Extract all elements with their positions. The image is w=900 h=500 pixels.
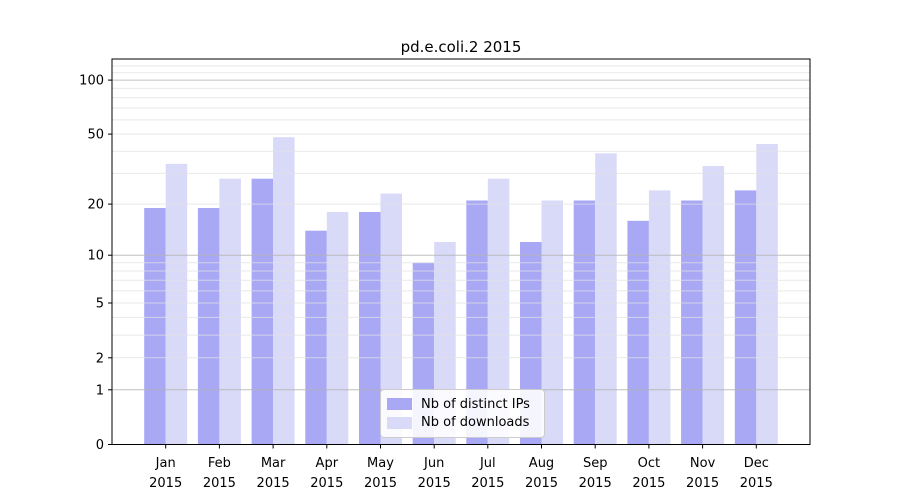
x-tick-label-year: 2015 <box>310 476 343 491</box>
chart-title: pd.e.coli.2 2015 <box>401 38 522 56</box>
x-tick-label-month: Jun <box>423 456 444 471</box>
legend-label-distinct-ips: Nb of distinct IPs <box>421 396 530 412</box>
bar-downloads-apr <box>326 212 349 445</box>
bar-downloads-dec <box>756 144 778 445</box>
x-tick-label-year: 2015 <box>471 476 504 491</box>
x-tick-label-month: Nov <box>690 456 716 471</box>
y-tick-label: 20 <box>87 198 104 213</box>
x-tick-label-year: 2015 <box>203 476 236 491</box>
x-tick-label-month: Apr <box>316 456 339 471</box>
bar-downloads-feb <box>219 178 241 445</box>
x-tick-label-year: 2015 <box>418 476 451 491</box>
bar-downloads-jul <box>487 178 510 445</box>
bar-downloads-nov <box>702 166 725 445</box>
x-tick-label-year: 2015 <box>149 476 182 491</box>
x-tick-label-month: Mar <box>261 456 286 471</box>
bar-downloads-may <box>380 193 402 445</box>
legend-swatch-downloads <box>387 416 412 429</box>
legend: Nb of distinct IPs Nb of downloads <box>380 389 545 438</box>
bar-ips-may <box>359 212 381 445</box>
axes-layer: 0 1 2 5 10 20 50 100 Jan 2015 Feb 2015 Mar 2015 Apr 201… <box>79 58 811 491</box>
y-tick-label: 100 <box>79 74 104 89</box>
x-tick-label-year: 2015 <box>525 476 558 491</box>
x-tick-label-year: 2015 <box>740 476 773 491</box>
bar-ips-oct <box>627 220 649 445</box>
y-tick-label: 1 <box>96 383 104 398</box>
bar-downloads-aug <box>541 200 563 445</box>
y-tick-label: 2 <box>96 351 104 366</box>
x-tick-label-month: Feb <box>208 456 231 471</box>
x-tick-label-year: 2015 <box>257 476 290 491</box>
y-tick-label: 5 <box>96 297 104 312</box>
y-tick-label: 0 <box>96 438 104 453</box>
bar-ips-apr <box>305 230 327 445</box>
bar-ips-nov <box>681 200 703 445</box>
plot-border <box>111 58 811 445</box>
x-tick-label-month: Dec <box>744 456 769 471</box>
bar-ips-sep <box>573 200 596 445</box>
bars-layer <box>144 137 778 445</box>
legend-swatch-distinct-ips <box>387 398 412 411</box>
bar-downloads-sep <box>595 153 617 445</box>
x-tick-label-month: Aug <box>529 456 554 471</box>
bar-ips-feb <box>197 208 220 445</box>
x-tick-label-month: May <box>367 456 394 471</box>
bar-downloads-jan <box>165 163 188 445</box>
y-tick-label: 50 <box>87 128 104 143</box>
x-tick-label-month: Sep <box>583 456 608 471</box>
bar-ips-jul <box>466 200 488 445</box>
x-tick-label-year: 2015 <box>686 476 719 491</box>
legend-label-downloads: Nb of downloads <box>421 415 530 431</box>
legend-item-distinct-ips: Nb of distinct IPs <box>387 395 536 413</box>
x-tick-label-month: Jan <box>155 456 176 471</box>
x-tick-label-year: 2015 <box>632 476 665 491</box>
x-tick-label-month: Jul <box>479 456 496 471</box>
bar-ips-mar <box>251 178 274 445</box>
bar-ips-jan <box>144 208 166 445</box>
x-tick-label-month: Oct <box>638 456 660 471</box>
x-tick-label-year: 2015 <box>364 476 397 491</box>
legend-item-downloads: Nb of downloads <box>387 414 536 432</box>
y-tick-label: 10 <box>87 249 104 264</box>
x-tick-label-year: 2015 <box>579 476 612 491</box>
